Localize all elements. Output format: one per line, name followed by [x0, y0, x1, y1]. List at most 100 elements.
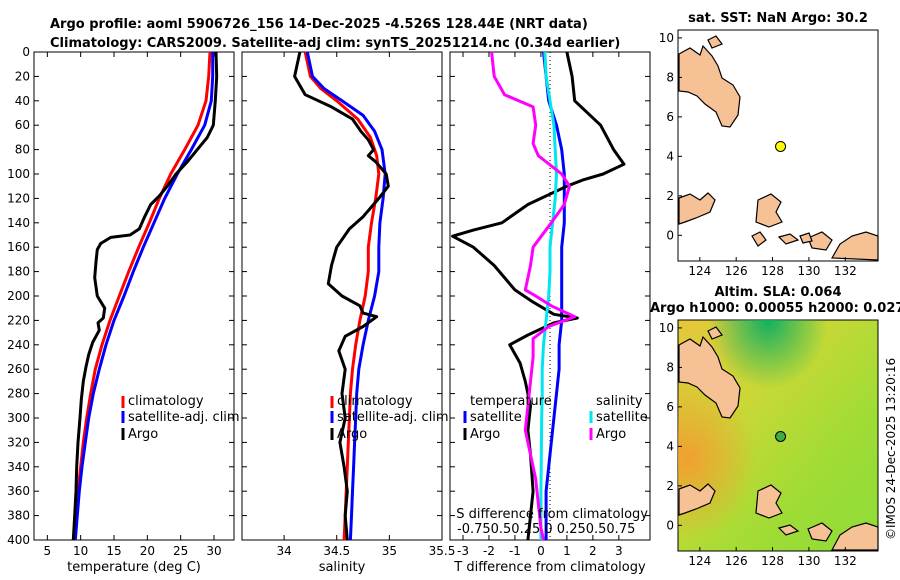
land-islet	[799, 232, 813, 244]
land-islet	[707, 35, 723, 49]
map-x-tick-label: 132	[834, 264, 857, 278]
map-x-tick-label: 124	[688, 264, 711, 278]
salinity-series	[293, 51, 390, 541]
difference-series	[451, 51, 626, 541]
y-tick-label: 140	[7, 216, 30, 230]
map-y-tick-label: 8	[666, 70, 674, 84]
sst-map-ticks: 124 126 128 130 132 0 2 4 6 8 10	[659, 31, 857, 278]
x-tick-label: 20	[140, 544, 155, 558]
sla-map-title-line2: Argo h1000: 0.00055 h2000: 0.027	[650, 301, 900, 316]
map-y-tick-label: 10	[659, 31, 674, 45]
y-tick-label: 40	[15, 94, 30, 108]
x-tick-label: 30	[206, 544, 221, 558]
legend-label-climatology: climatology	[128, 394, 204, 409]
temperature-legend: climatology satellite-adj. clim Argo	[121, 394, 240, 442]
temperature-xlabel: temperature (deg C)	[67, 560, 201, 575]
map-x-tick-label: 126	[725, 264, 748, 278]
difference-xlabel: T difference from climatology	[453, 560, 646, 575]
series-line-satellite-adj-clim	[73, 52, 215, 541]
land-halmahera	[755, 484, 783, 519]
figure-title-line1: Argo profile: aoml 5906726_156 14-Dec-20…	[50, 17, 588, 32]
map-y-tick-label: 2	[666, 479, 674, 493]
temperature-panel: 5 10 15 20 25 3002040608010012014016018020022…	[7, 45, 240, 575]
map-y-tick-label: 0	[666, 228, 674, 242]
map-y-tick-label: 6	[666, 400, 674, 414]
legend-label-s-argo: Argo	[596, 427, 626, 442]
land-mindanao	[678, 335, 741, 419]
y-tick-label: 220	[7, 313, 30, 327]
land-islet	[777, 233, 800, 245]
series-line-climatology	[303, 51, 381, 541]
y-tick-label: 180	[7, 265, 30, 279]
salinity-legend: climatology satellite-adj. clim Argo	[330, 394, 449, 442]
land-islet	[777, 524, 800, 536]
map-x-tick-label: 132	[834, 554, 857, 568]
map-y-tick-label: 4	[666, 439, 674, 453]
x-tick-label: 5	[44, 544, 52, 558]
land-islet	[707, 326, 723, 340]
y-tick-label: 300	[7, 411, 30, 425]
temperature-series	[71, 51, 219, 541]
legend-label-satellite: satellite-adj. clim	[337, 410, 449, 425]
difference-panel: -3 -2 -1 0 1 2 3 T difference from climatology…	[449, 51, 651, 575]
series-line-climatology	[72, 51, 212, 541]
series-line-s-argo	[490, 51, 577, 541]
salinity-panel: 34 34.5 35 35.5 salinity climatology satell…	[241, 51, 456, 575]
y-tick-label: 100	[7, 167, 30, 181]
x-tick-label: 25	[173, 544, 188, 558]
land-new-guinea	[831, 522, 879, 551]
imos-timestamp: ©IMOS 24-Dec-2025 13:20:16	[884, 358, 898, 540]
land-islet	[751, 231, 767, 247]
land-mindanao	[678, 44, 741, 128]
salinity-xlabel: salinity	[319, 560, 366, 575]
x-tick-label: 0	[537, 544, 545, 558]
sla-map-ticks: 124 126 128 130 132 0 2 4 6 8 10	[659, 321, 857, 568]
land-sulawesi-north	[678, 192, 716, 225]
y-tick-label: 320	[7, 435, 30, 449]
map-x-tick-label: 128	[761, 554, 784, 568]
map-y-tick-label: 2	[666, 189, 674, 203]
x-tick-label: 35	[382, 544, 397, 558]
x-tick-label: -3	[457, 544, 469, 558]
difference-legend: temperature satellite Argo salinity sate…	[463, 394, 648, 442]
y-tick-label: 280	[7, 387, 30, 401]
temperature-axis-ticks: 5 10 15 20 25 3002040608010012014016018020022…	[7, 45, 234, 558]
legend-title-temperature: temperature	[470, 394, 552, 409]
y-tick-label: 80	[15, 143, 30, 157]
legend-label-t-satellite: satellite	[470, 410, 522, 425]
map-y-tick-label: 0	[666, 518, 674, 532]
map-x-tick-label: 128	[761, 264, 784, 278]
legend-label-argo: Argo	[337, 427, 367, 442]
x-tick-label: 15	[106, 544, 121, 558]
sla-land	[678, 326, 879, 551]
y-tick-label: 400	[7, 533, 30, 547]
map-x-tick-label: 124	[688, 554, 711, 568]
x-tick-label: 2	[589, 544, 597, 558]
y-tick-label: 160	[7, 240, 30, 254]
land-sulawesi-north	[678, 483, 716, 516]
argo-location-marker	[775, 140, 787, 152]
y-tick-label: 120	[7, 191, 30, 205]
x-tick-label: 1	[563, 544, 571, 558]
y-tick-label: 260	[7, 362, 30, 376]
argo-location-marker	[775, 430, 787, 442]
x-tick-label: 34	[276, 544, 291, 558]
series-line-t-argo	[451, 51, 626, 541]
land-halmahera	[755, 193, 783, 228]
y-tick-label: 360	[7, 484, 30, 498]
salinity-diff-axis-ticks: -0.750.50.25 0 0.250.50.75	[457, 522, 635, 537]
y-tick-label: 20	[15, 69, 30, 83]
y-tick-label: 240	[7, 338, 30, 352]
x-tick-label: 3	[615, 544, 623, 558]
sst-land	[678, 35, 879, 261]
y-tick-label: 200	[7, 289, 30, 303]
land-new-guinea	[830, 231, 879, 261]
x-tick-label: 35.5	[429, 544, 456, 558]
y-tick-label: 340	[7, 460, 30, 474]
legend-label-satellite: satellite-adj. clim	[128, 410, 240, 425]
x-tick-label: 10	[73, 544, 88, 558]
map-y-tick-label: 4	[666, 149, 674, 163]
series-line-t-satellite	[542, 51, 566, 540]
map-x-tick-label: 126	[725, 554, 748, 568]
